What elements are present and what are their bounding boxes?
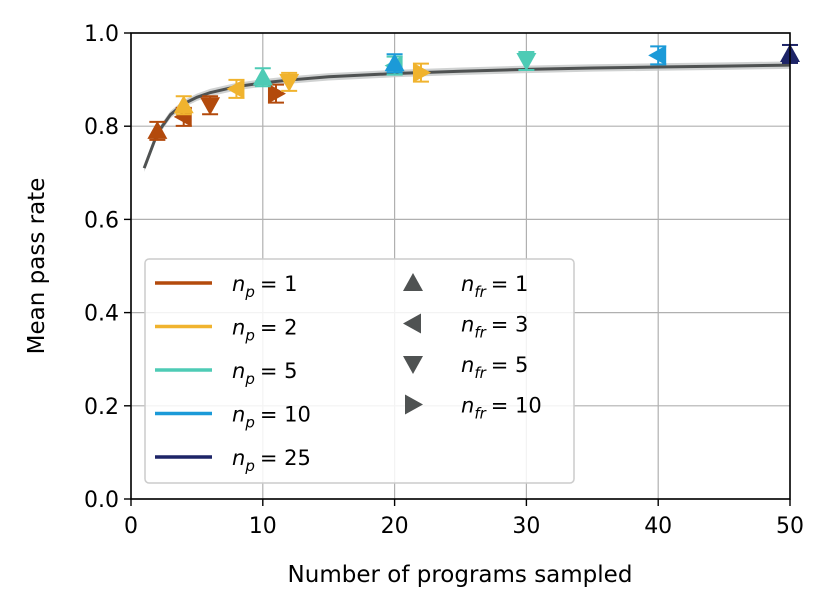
- point-marker: [648, 45, 667, 66]
- data-point: [173, 95, 194, 116]
- point-marker: [412, 62, 431, 83]
- legend-nfr-marker: [403, 356, 423, 374]
- legend-np-label: np = 5: [232, 359, 297, 388]
- x-tick-label: 30: [512, 514, 540, 539]
- x-axis-label: Number of programs sampled: [288, 562, 633, 588]
- x-tick-label: 40: [644, 514, 672, 539]
- y-tick-label: 0.0: [84, 488, 119, 513]
- x-tick-label: 20: [381, 514, 409, 539]
- legend-np-label: np = 10: [232, 403, 311, 432]
- y-tick-label: 0.6: [84, 208, 119, 233]
- data-point: [226, 78, 245, 99]
- legend-nfr-label: nfr = 10: [461, 394, 542, 423]
- data-point: [279, 71, 300, 92]
- point-marker: [226, 78, 245, 99]
- y-tick-label: 0.2: [84, 395, 119, 420]
- point-marker: [173, 95, 194, 114]
- y-axis-label: Mean pass rate: [24, 178, 50, 355]
- legend: np = 1 np = 2 np = 5 np = 10 np = 25 nfr = 1 nfr = 3 n…: [144, 258, 575, 484]
- point-marker: [384, 53, 405, 72]
- legend-np-label: np = 2: [232, 316, 297, 345]
- data-point: [384, 53, 405, 74]
- legend-nfr-label: nfr = 5: [461, 353, 528, 382]
- data-point: [516, 50, 537, 71]
- plot-frame: [130, 32, 791, 500]
- legend-nfr-label: nfr = 1: [461, 272, 528, 301]
- fit-confidence-band: [144, 61, 790, 172]
- legend-np-label: np = 25: [232, 446, 311, 475]
- y-tick-label: 0.8: [84, 115, 119, 140]
- legend-box: [144, 258, 575, 484]
- legend-np-label: np = 1: [232, 272, 297, 301]
- legend-nfr-label: nfr = 3: [461, 313, 528, 342]
- point-marker: [267, 83, 286, 104]
- data-point: [412, 62, 431, 83]
- axis-ticks: 0 10 20 30 40 50 0.0 0.2 0.4 0.6 0.8 1.0: [84, 22, 804, 539]
- point-marker: [252, 67, 273, 86]
- fit-curve: [142, 61, 791, 172]
- data-point: [147, 120, 168, 141]
- data-point: [252, 67, 273, 88]
- y-tick-label: 0.4: [84, 302, 119, 327]
- point-marker: [200, 97, 221, 116]
- legend-nfr-marker: [405, 394, 423, 415]
- data-point: [200, 95, 221, 116]
- x-tick-label: 0: [124, 514, 138, 539]
- data-points: [147, 43, 800, 141]
- x-tick-label: 10: [249, 514, 277, 539]
- legend-nfr-marker: [403, 273, 423, 291]
- point-marker: [279, 73, 300, 92]
- point-marker: [516, 52, 537, 71]
- legend-nfr-marker: [403, 313, 421, 334]
- data-point: [267, 83, 286, 104]
- point-marker: [147, 120, 168, 139]
- x-tick-label: 50: [776, 514, 804, 539]
- y-tick-label: 1.0: [84, 22, 119, 47]
- data-point: [648, 45, 667, 66]
